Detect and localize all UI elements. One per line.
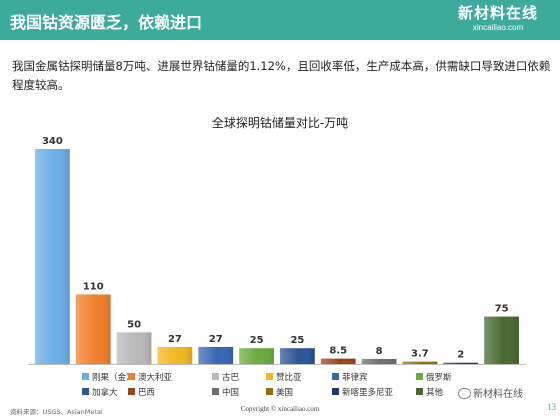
legend-item: 赞比亚 xyxy=(266,372,302,383)
bar-group: 25 xyxy=(239,335,274,364)
data-label: 8.5 xyxy=(329,346,347,357)
bar-group: 3.7 xyxy=(402,349,438,364)
legend-label: 澳大利亚 xyxy=(138,372,173,383)
intro-text: 我国金属钴探明储量8万吨、进展世界钴储量的1.12%，且回收率低，生产成本高，供… xyxy=(12,59,551,92)
data-label: 25 xyxy=(290,335,304,346)
legend-label: 俄罗斯 xyxy=(426,372,452,383)
bar-shade xyxy=(198,346,234,364)
header-bar: 我国钴资源匮乏，依赖进口 新材料在线 xincailiao.com xyxy=(0,0,560,40)
legend-item: 澳大利亚 xyxy=(128,372,173,383)
source-note: 资料来源：USGS、AsianMetal xyxy=(10,408,103,416)
legend-label: 中国 xyxy=(222,387,239,398)
legend-label: 古巴 xyxy=(222,372,240,383)
bar-shade xyxy=(75,294,111,364)
legend-item: 中国 xyxy=(212,387,239,398)
bar-group: 50 xyxy=(116,319,152,364)
bar-shade xyxy=(402,361,438,364)
legend-label: 菲律宾 xyxy=(342,372,368,383)
bar-group: 8.5 xyxy=(320,346,356,364)
data-label: 27 xyxy=(168,334,182,345)
legend-item: 菲律宾 xyxy=(332,372,368,383)
data-label: 25 xyxy=(250,335,264,346)
data-label: 8 xyxy=(376,346,383,357)
bar-group: 340 xyxy=(35,136,70,364)
page-title: 我国钴资源匮乏，依赖进口 xyxy=(10,13,203,32)
bar-group: 27 xyxy=(157,334,193,364)
data-label: 340 xyxy=(42,136,63,147)
data-label: 2 xyxy=(457,350,464,361)
bar-group: 27 xyxy=(198,334,234,364)
legend-swatch xyxy=(416,373,423,380)
legend-swatch xyxy=(82,373,89,380)
bar-shade xyxy=(443,362,479,364)
logo-url: xincailiao.com xyxy=(472,23,524,32)
copyright-note: Copyright © xincailiao.com xyxy=(240,405,320,413)
legend-swatch xyxy=(128,373,135,380)
legend-label: 加拿大 xyxy=(92,387,118,398)
bar-shade xyxy=(35,149,70,364)
bar-group: 75 xyxy=(484,304,519,364)
legend-label: 刚果（金） xyxy=(92,372,135,383)
legend-item: 刚果（金） xyxy=(82,372,135,383)
legend-swatch xyxy=(212,388,219,395)
wechat-watermark: 新材料在线 xyxy=(458,385,523,400)
legend-item: 巴西 xyxy=(128,388,155,398)
data-label: 50 xyxy=(127,319,141,330)
legend-item: 加拿大 xyxy=(82,387,118,398)
legend-swatch xyxy=(82,388,89,395)
bar-group: 8 xyxy=(361,346,397,364)
chart-title: 全球探明钴储量对比-万吨 xyxy=(211,116,349,130)
legend-item: 新喀里多尼亚 xyxy=(332,387,394,398)
bar-shade xyxy=(361,358,397,364)
data-label: 110 xyxy=(83,281,104,292)
legend-item: 俄罗斯 xyxy=(416,372,452,383)
bar-shade xyxy=(484,316,519,364)
legend-label: 其他 xyxy=(426,387,444,398)
legend-swatch xyxy=(416,388,423,395)
data-label: 75 xyxy=(495,304,509,315)
bar-shade xyxy=(280,348,315,364)
legend-label: 赞比亚 xyxy=(276,372,302,383)
legend-label: 新喀里多尼亚 xyxy=(342,387,394,398)
legend-item: 美国 xyxy=(266,387,293,398)
legend-item: 古巴 xyxy=(212,372,240,383)
legend-swatch xyxy=(128,388,135,395)
legend-label: 巴西 xyxy=(138,388,155,398)
bar-group: 2 xyxy=(443,350,479,364)
legend-swatch xyxy=(212,373,219,380)
brand-logo: 新材料在线 xincailiao.com xyxy=(450,4,546,36)
data-label: 3.7 xyxy=(411,349,429,360)
bar-group: 25 xyxy=(280,335,315,364)
bar-group: 110 xyxy=(75,281,111,364)
legend-swatch xyxy=(266,388,273,395)
legend-swatch xyxy=(266,373,273,380)
logo-text: 新材料在线 xyxy=(457,4,538,22)
page-number: 13 xyxy=(547,402,556,412)
legend-swatch xyxy=(332,373,339,380)
legend-item: 其他 xyxy=(416,387,444,398)
wechat-icon xyxy=(458,388,471,399)
legend-label: 美国 xyxy=(276,387,293,398)
wechat-label: 新材料在线 xyxy=(473,389,523,400)
bar-shade xyxy=(239,348,274,364)
bar-shade xyxy=(157,346,193,364)
bar-shade xyxy=(320,358,356,364)
legend-swatch xyxy=(332,388,339,395)
bar-shade xyxy=(116,332,152,364)
data-label: 27 xyxy=(209,334,223,345)
